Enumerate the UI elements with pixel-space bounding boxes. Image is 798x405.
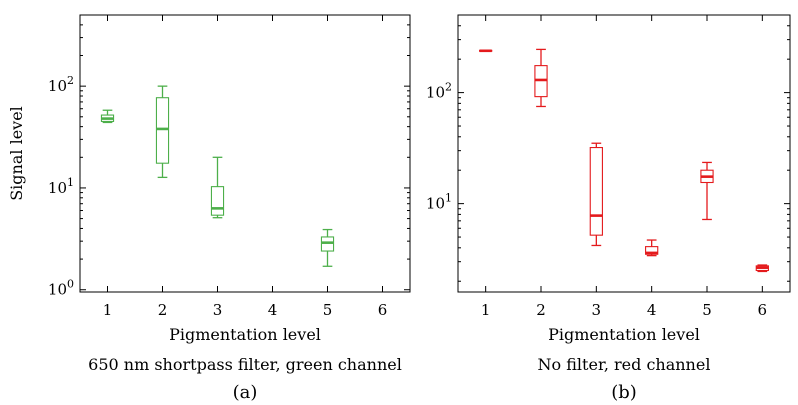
box-level-3 — [210, 156, 225, 219]
x-tick-label: 3 — [592, 301, 602, 319]
panel-caption: (a) — [233, 382, 258, 403]
panel-title: 650 nm shortpass filter, green channel — [88, 355, 402, 374]
y-tick-exponent: 1 — [67, 176, 74, 189]
x-tick-label: 5 — [702, 301, 712, 319]
box-level-2 — [155, 85, 170, 179]
box-iqr — [155, 97, 170, 164]
y-tick-base: 10 — [48, 179, 67, 197]
box-level-1 — [100, 109, 115, 124]
x-axis-label: Pigmentation level — [169, 325, 321, 344]
box-iqr — [320, 236, 335, 252]
box-iqr — [589, 146, 603, 236]
plot-frame — [79, 14, 411, 293]
y-tick-label: 101 — [48, 176, 74, 197]
x-tick-label: 5 — [323, 301, 333, 319]
y-tick-exponent: 2 — [445, 81, 452, 94]
x-tick-label: 2 — [536, 301, 546, 319]
x-tick-label: 1 — [481, 301, 491, 319]
y-tick-base: 10 — [48, 77, 67, 95]
y-tick-exponent: 0 — [67, 278, 74, 291]
box-iqr — [645, 246, 659, 255]
x-tick-label: 4 — [647, 301, 657, 319]
x-tick-label: 6 — [758, 301, 768, 319]
x-tick-label: 1 — [103, 301, 113, 319]
box-level-5 — [700, 161, 714, 221]
y-tick-label: 102 — [426, 81, 452, 102]
box-level-4 — [645, 239, 659, 257]
y-axis-label: Signal level — [7, 106, 26, 201]
x-tick-label: 2 — [158, 301, 168, 319]
x-tick-label: 4 — [268, 301, 278, 319]
y-tick-base: 10 — [426, 195, 445, 213]
box-level-2 — [534, 48, 548, 108]
x-axis-label: Pigmentation level — [548, 325, 700, 344]
x-tick-label: 6 — [378, 301, 388, 319]
y-tick-label: 101 — [426, 192, 452, 213]
box-level-3 — [589, 142, 603, 247]
y-tick-label: 100 — [48, 278, 74, 299]
panel-title: No filter, red channel — [538, 355, 711, 374]
box-level-1 — [479, 49, 493, 53]
y-tick-base: 10 — [426, 84, 445, 102]
plot-frame — [457, 14, 791, 293]
panel-caption: (b) — [611, 382, 637, 403]
y-tick-base: 10 — [48, 281, 67, 299]
y-tick-label: 102 — [48, 74, 74, 95]
x-tick-label: 3 — [213, 301, 223, 319]
box-level-5 — [320, 228, 335, 267]
box-iqr — [210, 186, 225, 216]
box-level-6 — [755, 264, 769, 273]
y-tick-exponent: 1 — [445, 192, 452, 205]
y-tick-exponent: 2 — [67, 74, 74, 87]
